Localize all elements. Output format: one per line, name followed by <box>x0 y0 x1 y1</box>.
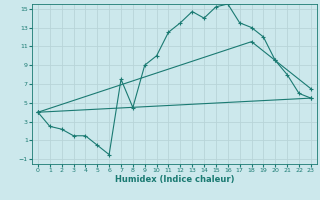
X-axis label: Humidex (Indice chaleur): Humidex (Indice chaleur) <box>115 175 234 184</box>
